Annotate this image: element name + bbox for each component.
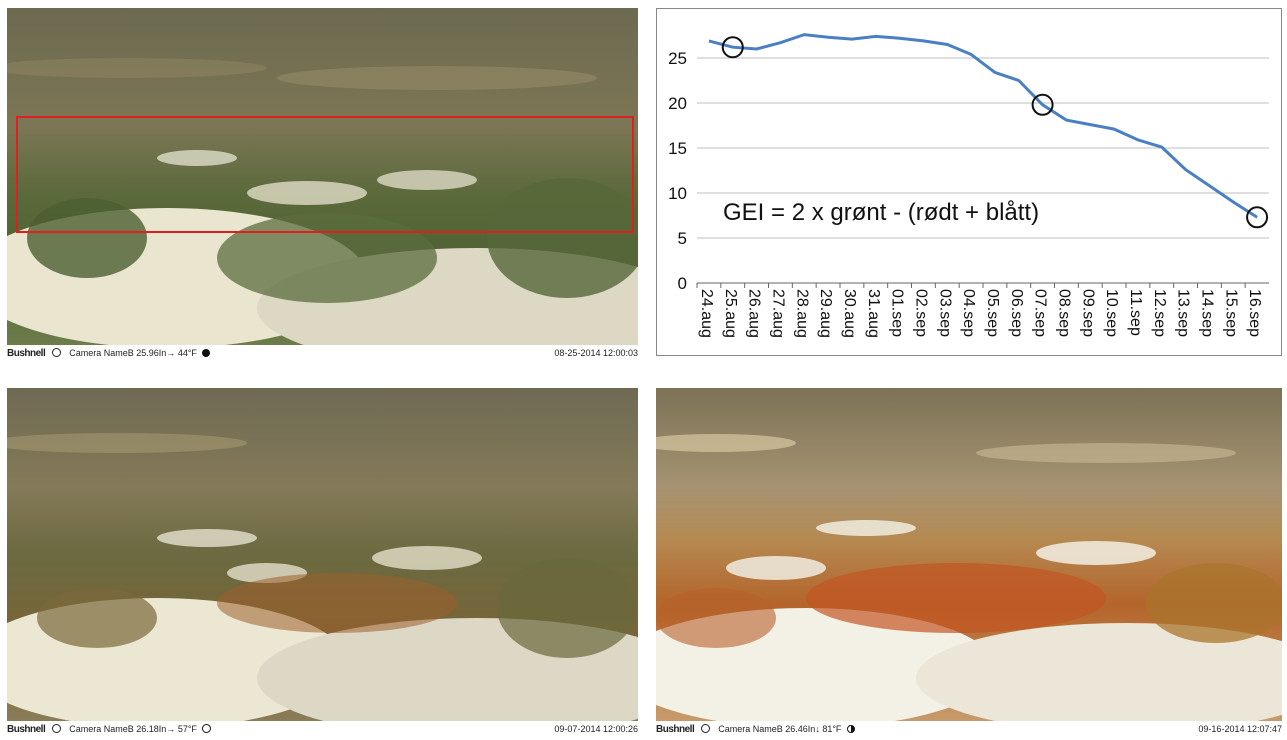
- moon-phase-icon: [202, 349, 211, 357]
- gei-chart-svg: 0 5 10 15 20 25 24.aug 25.aug 26.aug 27.aug 28.au…: [668, 33, 1269, 338]
- tripod-icon: [51, 724, 61, 733]
- x-axis-ticks: 24.aug 25.aug 26.aug 27.aug 28.aug 29.aug 30.a…: [696, 283, 1263, 338]
- gei-chart: 0 5 10 15 20 25 24.aug 25.aug 26.aug 27.aug 28.au…: [656, 8, 1282, 356]
- trail-camera-photo-aug25: [7, 8, 638, 345]
- camera-info: Camera NameB 25.96In→ 44°F: [69, 348, 197, 358]
- tripod-icon: [51, 348, 61, 357]
- gei-formula-annotation: GEI = 2 x grønt - (rødt + blått): [723, 199, 1040, 226]
- x-tick-label: 03.sep: [936, 289, 953, 337]
- bushnell-logo: Bushnell: [656, 724, 695, 735]
- x-tick-label: 08.sep: [1055, 289, 1072, 337]
- timestamp: 09-07-2014 12:00:26: [554, 724, 638, 734]
- x-tick-label: 27.aug: [769, 289, 786, 338]
- region-of-interest-box: [16, 116, 634, 233]
- y-tick-label: 25: [668, 49, 687, 68]
- photo-caption-sep16: Bushnell Camera NameB 26.46In↓ 81°F 09-1…: [656, 724, 1282, 740]
- x-tick-label: 25.aug: [722, 289, 739, 338]
- x-tick-label: 07.sep: [1032, 289, 1049, 337]
- x-tick-label: 14.sep: [1198, 289, 1215, 337]
- tundra-scene-green: [7, 8, 638, 345]
- tundra-scene-turning: [7, 388, 638, 721]
- highlight-circle: [721, 36, 744, 59]
- moon-phase-icon: [846, 725, 855, 733]
- highlight-circle: [1031, 93, 1054, 116]
- x-tick-label: 30.aug: [841, 289, 858, 338]
- photo-caption-sep07: Bushnell Camera NameB 26.18In→ 57°F 09-0…: [7, 724, 638, 740]
- trail-camera-photo-sep16: [656, 388, 1282, 721]
- moon-phase-icon: [202, 724, 212, 733]
- y-tick-label: 20: [668, 94, 687, 113]
- x-tick-label: 02.sep: [912, 289, 929, 337]
- x-tick-label: 04.sep: [960, 289, 977, 337]
- y-tick-label: 15: [668, 139, 687, 158]
- y-tick-label: 5: [678, 229, 687, 248]
- x-tick-label: 29.aug: [817, 289, 834, 338]
- camera-info: Camera NameB 26.46In↓ 81°F: [718, 724, 842, 734]
- x-tick-label: 12.sep: [1151, 289, 1168, 337]
- x-tick-label: 16.sep: [1246, 289, 1263, 337]
- bushnell-logo: Bushnell: [7, 724, 46, 735]
- x-tick-label: 28.aug: [793, 289, 810, 338]
- x-tick-label: 10.sep: [1103, 289, 1120, 337]
- y-tick-label: 0: [678, 274, 687, 293]
- trail-camera-photo-sep07: [7, 388, 638, 721]
- x-tick-label: 05.sep: [984, 289, 1001, 337]
- x-tick-label: 15.sep: [1222, 289, 1239, 337]
- highlight-circles: [721, 36, 1269, 229]
- x-tick-label: 09.sep: [1079, 289, 1096, 337]
- camera-info: Camera NameB 26.18In→ 57°F: [69, 724, 197, 734]
- x-tick-label: 01.sep: [889, 289, 906, 337]
- timestamp: 08-25-2014 12:00:03: [554, 348, 638, 358]
- y-tick-label: 10: [668, 184, 687, 203]
- bushnell-logo: Bushnell: [7, 348, 46, 359]
- x-tick-label: 31.aug: [865, 289, 882, 338]
- gridlines: [697, 57, 1269, 284]
- y-axis-ticks: 0 5 10 15 20 25: [668, 49, 687, 293]
- x-tick-label: 13.sep: [1175, 289, 1192, 337]
- x-tick-label: 06.sep: [1008, 289, 1025, 337]
- timestamp: 09-16-2014 12:07:47: [1198, 724, 1282, 734]
- x-tick-label: 26.aug: [746, 289, 763, 338]
- tripod-icon: [700, 724, 710, 733]
- x-tick-label: 11.sep: [1127, 289, 1144, 336]
- gei-series-line: [708, 33, 1258, 219]
- photo-caption-aug25: Bushnell Camera NameB 25.96In→ 44°F 08-2…: [7, 348, 638, 364]
- x-tick-label: 24.aug: [698, 289, 715, 338]
- highlight-circle: [1246, 206, 1269, 229]
- tundra-scene-autumn: [656, 388, 1282, 721]
